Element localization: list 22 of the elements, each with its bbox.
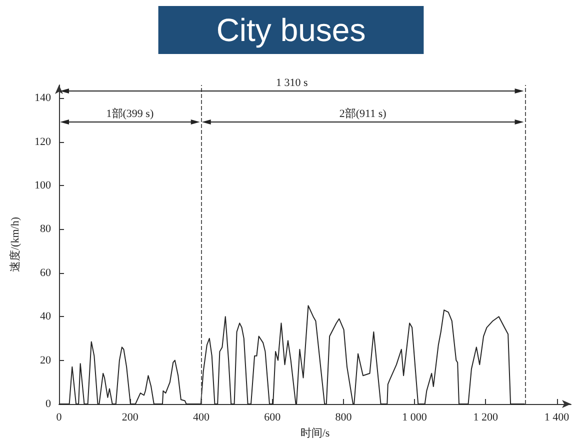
- x-tick-label: 1 400: [544, 412, 570, 424]
- annotation: 2部(911 s): [339, 107, 387, 120]
- y-tick-label: 100: [34, 180, 52, 192]
- x-tick-label: 1 000: [402, 412, 428, 424]
- annotation: 1部(399 s): [106, 107, 154, 120]
- chart-title: City buses: [216, 12, 366, 48]
- y-tick-label: 120: [34, 136, 52, 148]
- y-tick-label: 0: [46, 398, 52, 410]
- x-axis-title: 时间/s: [300, 426, 330, 440]
- y-axis-title: 速度/(km/h): [8, 216, 22, 272]
- annotation: 1 310 s: [276, 77, 308, 89]
- y-tick-label: 140: [34, 92, 52, 104]
- x-tick-label: 800: [335, 412, 352, 424]
- x-tick-label: 0: [56, 412, 62, 424]
- y-tick-label: 60: [40, 266, 52, 279]
- x-tick-label: 1 200: [473, 412, 499, 424]
- y-tick-label: 80: [40, 223, 52, 236]
- y-tick-label: 40: [40, 310, 52, 323]
- x-tick-label: 400: [192, 412, 210, 424]
- x-tick-label: 600: [264, 412, 282, 424]
- x-tick-label: 200: [122, 412, 139, 424]
- y-tick-label: 20: [40, 354, 52, 366]
